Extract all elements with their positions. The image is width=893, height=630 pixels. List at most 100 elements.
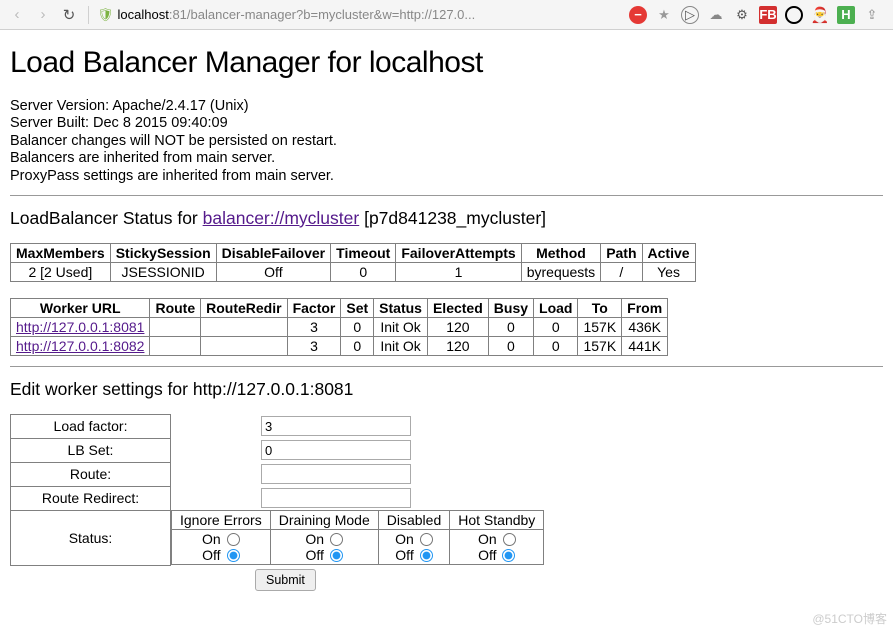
play-circle-icon[interactable]: ▷: [681, 6, 699, 24]
status-col-header: Draining Mode: [270, 511, 378, 530]
worker-td: 441K: [622, 336, 668, 355]
edit-form: Load factor: LB Set: Route: Route Redire…: [10, 414, 545, 566]
server-version: Server Version: Apache/2.4.17 (Unix): [10, 98, 883, 115]
worker-th: Route: [150, 298, 201, 317]
balancer-th: Method: [521, 243, 600, 262]
balancer-td: byrequests: [521, 262, 600, 281]
balancer-td: 1: [396, 262, 521, 281]
persist-note: Balancer changes will NOT be persisted o…: [10, 133, 883, 150]
fb-extension-icon[interactable]: FB: [759, 6, 777, 24]
forward-button[interactable]: ›: [32, 4, 54, 26]
bookmark-star-icon[interactable]: ★: [655, 6, 673, 24]
worker-td: [150, 336, 201, 355]
worker-url-link[interactable]: http://127.0.0.1:8082: [16, 338, 144, 354]
worker-td: 3: [287, 336, 341, 355]
inherit-proxypass: ProxyPass settings are inherited from ma…: [10, 168, 883, 185]
lb-set-label: LB Set:: [11, 438, 171, 462]
inherit-balancers: Balancers are inherited from main server…: [10, 150, 883, 167]
cloud-icon[interactable]: ☁: [707, 6, 725, 24]
status-suffix: [p7d841238_mycluster]: [359, 208, 546, 228]
worker-td: 0: [341, 317, 374, 336]
reload-button[interactable]: ↻: [58, 4, 80, 26]
worker-td: 157K: [578, 317, 622, 336]
circle-extension-icon[interactable]: [785, 6, 803, 24]
status-on-radio[interactable]: [330, 533, 343, 546]
route-redirect-label: Route Redirect:: [11, 486, 171, 510]
lb-set-input[interactable]: [261, 440, 411, 460]
status-table: Ignore ErrorsDraining ModeDisabledHot St…: [171, 510, 544, 565]
toolbar-divider: [88, 6, 89, 24]
load-factor-input[interactable]: [261, 416, 411, 436]
worker-td: 3: [287, 317, 341, 336]
edit-heading: Edit worker settings for http://127.0.0.…: [10, 379, 883, 400]
santa-extension-icon[interactable]: 🎅: [811, 6, 829, 24]
worker-td: [201, 336, 287, 355]
balancer-td: JSESSIONID: [110, 262, 216, 281]
server-built: Server Built: Dec 8 2015 09:40:09: [10, 115, 883, 132]
status-on-radio[interactable]: [503, 533, 516, 546]
status-off-radio[interactable]: [227, 549, 240, 562]
h-extension-icon[interactable]: H: [837, 6, 855, 24]
watermark: @51CTO博客: [812, 610, 887, 627]
server-info: Server Version: Apache/2.4.17 (Unix) Ser…: [10, 98, 883, 185]
balancer-th: StickySession: [110, 243, 216, 262]
worker-th: Status: [374, 298, 428, 317]
url-host: localhost: [118, 7, 169, 22]
worker-th: From: [622, 298, 668, 317]
worker-td: 0: [534, 336, 578, 355]
status-on-radio[interactable]: [227, 533, 240, 546]
balancer-td: 0: [331, 262, 396, 281]
balancer-th: Active: [642, 243, 695, 262]
worker-th: RouteRedir: [201, 298, 287, 317]
status-cell: On Off: [378, 530, 449, 565]
url-bar[interactable]: localhost:81/balancer-manager?b=mycluste…: [118, 7, 625, 22]
balancer-th: Timeout: [331, 243, 396, 262]
status-col-header: Disabled: [378, 511, 449, 530]
status-col-header: Hot Standby: [450, 511, 544, 530]
status-off-radio[interactable]: [330, 549, 343, 562]
status-on-radio[interactable]: [420, 533, 433, 546]
balancer-th: DisableFailover: [216, 243, 331, 262]
back-button[interactable]: ‹: [6, 4, 28, 26]
worker-url-link[interactable]: http://127.0.0.1:8081: [16, 319, 144, 335]
balancer-table: MaxMembersStickySessionDisableFailoverTi…: [10, 243, 696, 282]
worker-th: To: [578, 298, 622, 317]
adblock-icon[interactable]: −: [629, 6, 647, 24]
balancer-th: MaxMembers: [11, 243, 111, 262]
balancer-th: FailoverAttempts: [396, 243, 521, 262]
submit-button[interactable]: Submit: [255, 569, 316, 591]
status-prefix: LoadBalancer Status for: [10, 208, 203, 228]
divider: [10, 366, 883, 367]
status-off-radio[interactable]: [420, 549, 433, 562]
gear-icon[interactable]: ⚙: [733, 6, 751, 24]
worker-td: 157K: [578, 336, 622, 355]
shield-icon: 🛡: [97, 7, 114, 23]
worker-row: http://127.0.0.1:808230Init Ok12000157K4…: [11, 336, 668, 355]
status-off-radio[interactable]: [502, 549, 515, 562]
balancer-link[interactable]: balancer://mycluster: [203, 208, 360, 228]
upload-icon[interactable]: ⇪: [863, 6, 881, 24]
balancer-td: Yes: [642, 262, 695, 281]
route-input[interactable]: [261, 464, 411, 484]
page-content: Load Balancer Manager for localhost Serv…: [0, 30, 893, 601]
worker-td: Init Ok: [374, 317, 428, 336]
status-label: Status:: [11, 510, 171, 565]
browser-toolbar: ‹ › ↻ 🛡 localhost:81/balancer-manager?b=…: [0, 0, 893, 30]
worker-td: 120: [427, 336, 488, 355]
worker-td: 436K: [622, 317, 668, 336]
worker-td: 0: [341, 336, 374, 355]
route-redirect-input[interactable]: [261, 488, 411, 508]
worker-table: Worker URLRouteRouteRedirFactorSetStatus…: [10, 298, 668, 356]
worker-th: Set: [341, 298, 374, 317]
balancer-td: /: [601, 262, 642, 281]
worker-th: Busy: [488, 298, 533, 317]
worker-td: 120: [427, 317, 488, 336]
extension-icons: − ★ ▷ ☁ ⚙ FB 🎅 H ⇪: [629, 6, 887, 24]
divider: [10, 195, 883, 196]
status-cell: On Off: [172, 530, 271, 565]
worker-td: 0: [488, 336, 533, 355]
balancer-td: 2 [2 Used]: [11, 262, 111, 281]
worker-th: Elected: [427, 298, 488, 317]
worker-td: Init Ok: [374, 336, 428, 355]
status-cell: On Off: [450, 530, 544, 565]
